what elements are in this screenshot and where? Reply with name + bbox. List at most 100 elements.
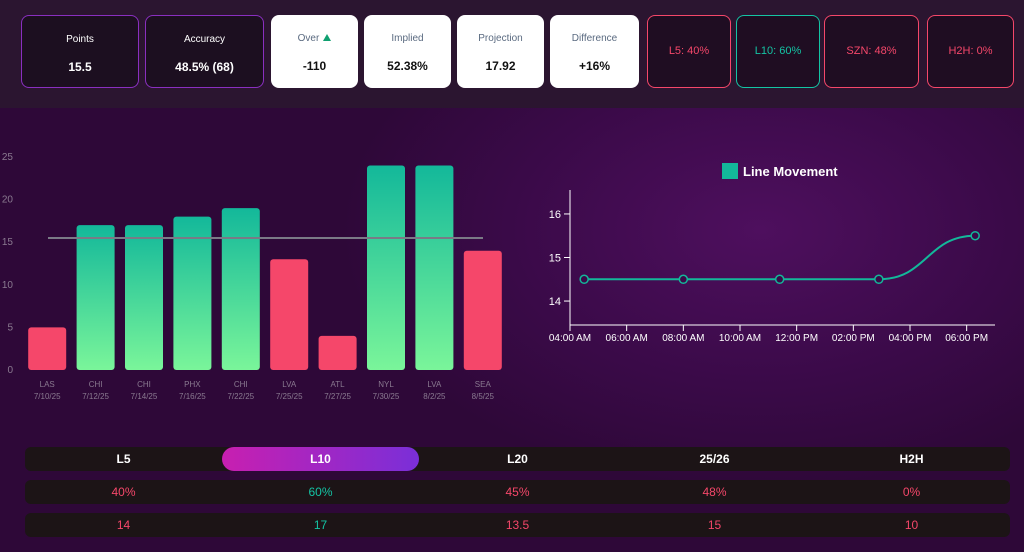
x-tick-label: 06:00 PM — [945, 333, 988, 344]
bar — [221, 208, 260, 370]
x-tick-label: LVA — [427, 380, 442, 389]
table-cell: 10 — [904, 518, 919, 532]
card-label: Implied — [391, 33, 424, 44]
x-tick-date: 7/14/25 — [131, 392, 158, 401]
table-cell: 17 — [313, 518, 328, 532]
x-tick-date: 7/25/25 — [276, 392, 303, 401]
stat-card: L10: 60% — [736, 15, 820, 88]
tab[interactable]: H2H — [899, 452, 924, 466]
x-tick-label: 02:00 PM — [832, 333, 875, 344]
card-label: Difference — [571, 33, 618, 44]
up-arrow — [323, 34, 332, 41]
legend-swatch — [722, 163, 738, 179]
stat-card: Points 15.5 — [21, 15, 139, 88]
bar — [125, 225, 163, 370]
stat-card: Projection 17.92 — [457, 15, 544, 88]
line-point — [874, 274, 884, 285]
stat-card: L5: 40% — [647, 15, 731, 88]
stat-card: Accuracy 48.5% (68) — [145, 15, 264, 88]
x-tick-label: 04:00 AM — [549, 333, 591, 344]
tab[interactable]: L20 — [507, 452, 528, 466]
tab-row: L5 L10 L20 25/26 H2H — [25, 447, 1010, 471]
x-tick-date: 8/5/25 — [472, 392, 495, 401]
x-tick-label: 04:00 PM — [889, 333, 932, 344]
x-tick-date: 7/22/25 — [227, 392, 254, 401]
x-tick-label: SEA — [475, 380, 492, 389]
y-tick-label: 15 — [549, 253, 561, 265]
y-tick-label: 0 — [7, 365, 13, 376]
card-label: L5: 40% — [668, 45, 710, 57]
card-label: Projection — [478, 33, 523, 44]
table-cell: 48% — [702, 485, 727, 499]
card-label: L10: 60% — [754, 45, 802, 57]
bar — [318, 335, 357, 370]
x-tick-label: 08:00 AM — [662, 333, 704, 344]
card-value: 15.5 — [68, 60, 92, 74]
stat-card: Implied 52.38% — [364, 15, 451, 88]
x-tick-label: NYL — [378, 380, 394, 389]
card-label: Accuracy — [183, 34, 226, 45]
table-cell: 15 — [707, 518, 722, 532]
bar — [415, 165, 454, 370]
table-row: 40% 60% 45% 48% 0% — [25, 480, 1010, 504]
card-label: SZN: 48% — [846, 45, 897, 57]
bar — [28, 327, 67, 370]
card-label: Points — [66, 34, 94, 45]
x-tick-label: ATL — [331, 380, 346, 389]
x-tick-label: CHI — [234, 380, 248, 389]
card-value: 17.92 — [485, 59, 516, 73]
table-cell: 0% — [902, 485, 921, 499]
y-tick-label: 10 — [2, 280, 14, 291]
bar — [367, 165, 405, 370]
bar — [270, 259, 309, 370]
y-tick-label: 5 — [7, 322, 13, 333]
stat-card: Over -110 — [271, 15, 358, 88]
y-tick-label: 20 — [2, 195, 14, 206]
line-point — [579, 274, 589, 285]
table-cell: 13.5 — [505, 518, 530, 532]
tab[interactable]: 25/26 — [699, 452, 730, 466]
tab[interactable]: L5 — [116, 452, 131, 466]
table-cell: 40% — [111, 485, 136, 499]
x-tick-label: 12:00 PM — [775, 333, 818, 344]
y-tick-label: 25 — [2, 152, 14, 163]
card-value: -110 — [302, 59, 327, 73]
x-tick-date: 7/12/25 — [82, 392, 109, 401]
x-tick-date: 7/27/25 — [324, 392, 351, 401]
y-tick-label: 15 — [2, 237, 14, 248]
bar — [463, 250, 502, 370]
stats-bar: Points 15.5 Accuracy 48.5% (68) Over -110 Impl… — [0, 0, 1024, 108]
bar-chart: 0 5 10 15 20 25 LAS 7/10/25 CHI 7/12/25 CHI 7/14/25… — [2, 152, 502, 401]
table-cell: 45% — [505, 485, 530, 499]
x-tick-label: LAS — [40, 380, 55, 389]
tab[interactable]: L10 — [222, 447, 419, 471]
x-tick-date: 7/10/25 — [34, 392, 61, 401]
stat-card: H2H: 0% — [927, 15, 1014, 88]
line-point — [970, 230, 980, 241]
bar — [173, 216, 212, 370]
x-tick-label: CHI — [137, 380, 151, 389]
card-label: H2H: 0% — [948, 45, 993, 57]
line-point — [774, 274, 785, 285]
x-tick-label: LVA — [282, 380, 297, 389]
card-label: Over — [271, 33, 358, 44]
card-value: 48.5% (68) — [175, 60, 234, 74]
x-tick-label: 10:00 AM — [719, 333, 761, 344]
table-cell: 60% — [308, 485, 333, 499]
stat-card: SZN: 48% — [824, 15, 919, 88]
x-tick-date: 7/16/25 — [179, 392, 206, 401]
x-tick-label: PHX — [184, 380, 201, 389]
table-row: 14 17 13.5 15 10 — [25, 513, 1010, 537]
stat-card: Difference +16% — [550, 15, 639, 88]
card-value: +16% — [578, 59, 611, 73]
bar — [76, 225, 115, 370]
table-cell: 14 — [116, 518, 131, 532]
x-tick-label: CHI — [89, 380, 103, 389]
line-series — [584, 234, 976, 281]
legend-label: Line Movement — [743, 164, 838, 179]
y-tick-label: 14 — [549, 296, 561, 308]
line-point — [678, 274, 689, 285]
y-tick-label: 16 — [549, 209, 561, 221]
card-value: 52.38% — [387, 59, 428, 73]
